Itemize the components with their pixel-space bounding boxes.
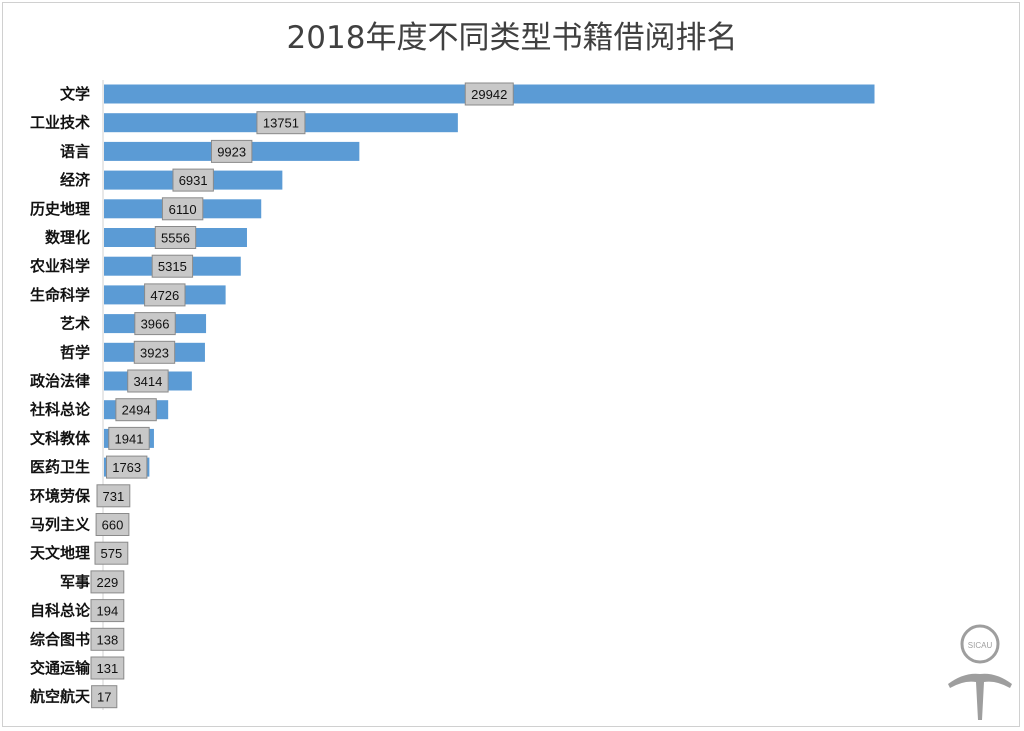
data-label: 17 <box>97 690 111 705</box>
category-label: 政治法律 <box>30 372 90 390</box>
data-label-box <box>127 369 169 393</box>
category-label: 医药卫生 <box>30 458 90 476</box>
data-label-box <box>90 570 125 594</box>
data-label: 5556 <box>161 231 190 246</box>
data-label: 4726 <box>150 288 179 303</box>
category-label: 哲学 <box>60 343 90 361</box>
category-label: 马列主义 <box>30 516 90 534</box>
category-label: 环境劳保 <box>30 487 91 505</box>
category-label: 工业技术 <box>30 114 90 132</box>
category-label: 航空航天 <box>30 688 91 706</box>
data-label: 3923 <box>140 345 169 360</box>
data-label-box <box>154 226 197 249</box>
category-label: 交通运输 <box>30 659 91 677</box>
category-label: 生命科学 <box>30 286 90 304</box>
category-label: 社科总论 <box>29 401 91 419</box>
data-label: 5315 <box>158 259 187 274</box>
category-label: 农业科学 <box>29 257 90 275</box>
data-label: 229 <box>97 575 119 590</box>
data-label-box <box>108 426 150 450</box>
data-label: 1941 <box>115 431 144 446</box>
data-label-box <box>134 312 176 336</box>
data-label-box <box>95 513 130 536</box>
data-label-box <box>210 139 253 163</box>
data-label: 1763 <box>112 460 141 475</box>
category-label: 艺术 <box>60 315 90 333</box>
data-label: 3414 <box>133 374 162 389</box>
data-label: 6110 <box>169 202 197 217</box>
data-label: 138 <box>97 632 119 647</box>
data-label: 2494 <box>122 403 151 418</box>
data-label: 6931 <box>179 173 208 188</box>
category-label: 文科教体 <box>30 429 91 447</box>
data-label-box <box>90 627 125 651</box>
data-label: 29942 <box>471 87 507 102</box>
data-label-box <box>151 254 194 278</box>
data-label-box <box>94 541 129 565</box>
data-label: 731 <box>103 489 125 504</box>
data-label-box <box>90 656 125 680</box>
category-label: 综合图书 <box>30 630 90 648</box>
data-label: 194 <box>97 604 119 619</box>
data-label-box <box>464 82 514 106</box>
sicau-logo: SICAU <box>944 622 1016 722</box>
data-label: 660 <box>102 518 124 533</box>
category-label: 历史地理 <box>30 200 90 218</box>
category-label: 自科总论 <box>30 602 91 620</box>
data-label-box <box>115 398 157 422</box>
data-label-box <box>172 168 214 192</box>
data-label: 131 <box>97 661 119 676</box>
bars-layer: 文学 29942 工业技术 13751 语言 9923 经济 6931 历史地理 6110 数理化 5… <box>29 82 875 709</box>
data-label-box <box>96 484 131 508</box>
category-label: 文学 <box>60 85 90 103</box>
category-label: 经济 <box>60 171 91 189</box>
chart-title: 2018年度不同类型书籍借阅排名 <box>286 20 738 56</box>
data-label-box <box>91 685 118 709</box>
data-label-box <box>161 197 204 221</box>
data-label-box <box>144 283 186 307</box>
data-label-box <box>256 111 306 135</box>
data-label: 9923 <box>217 144 246 159</box>
data-label: 575 <box>101 546 123 561</box>
data-label-box <box>133 340 176 364</box>
category-label: 数理化 <box>45 229 90 247</box>
category-label: 天文地理 <box>30 544 90 562</box>
category-label: 军事 <box>60 573 90 591</box>
data-label-box <box>90 599 125 623</box>
data-label: 13751 <box>263 116 299 131</box>
category-label: 语言 <box>60 142 90 160</box>
data-label: 3966 <box>141 317 170 332</box>
logo-text: SICAU <box>968 641 993 650</box>
data-label-box <box>105 455 148 479</box>
